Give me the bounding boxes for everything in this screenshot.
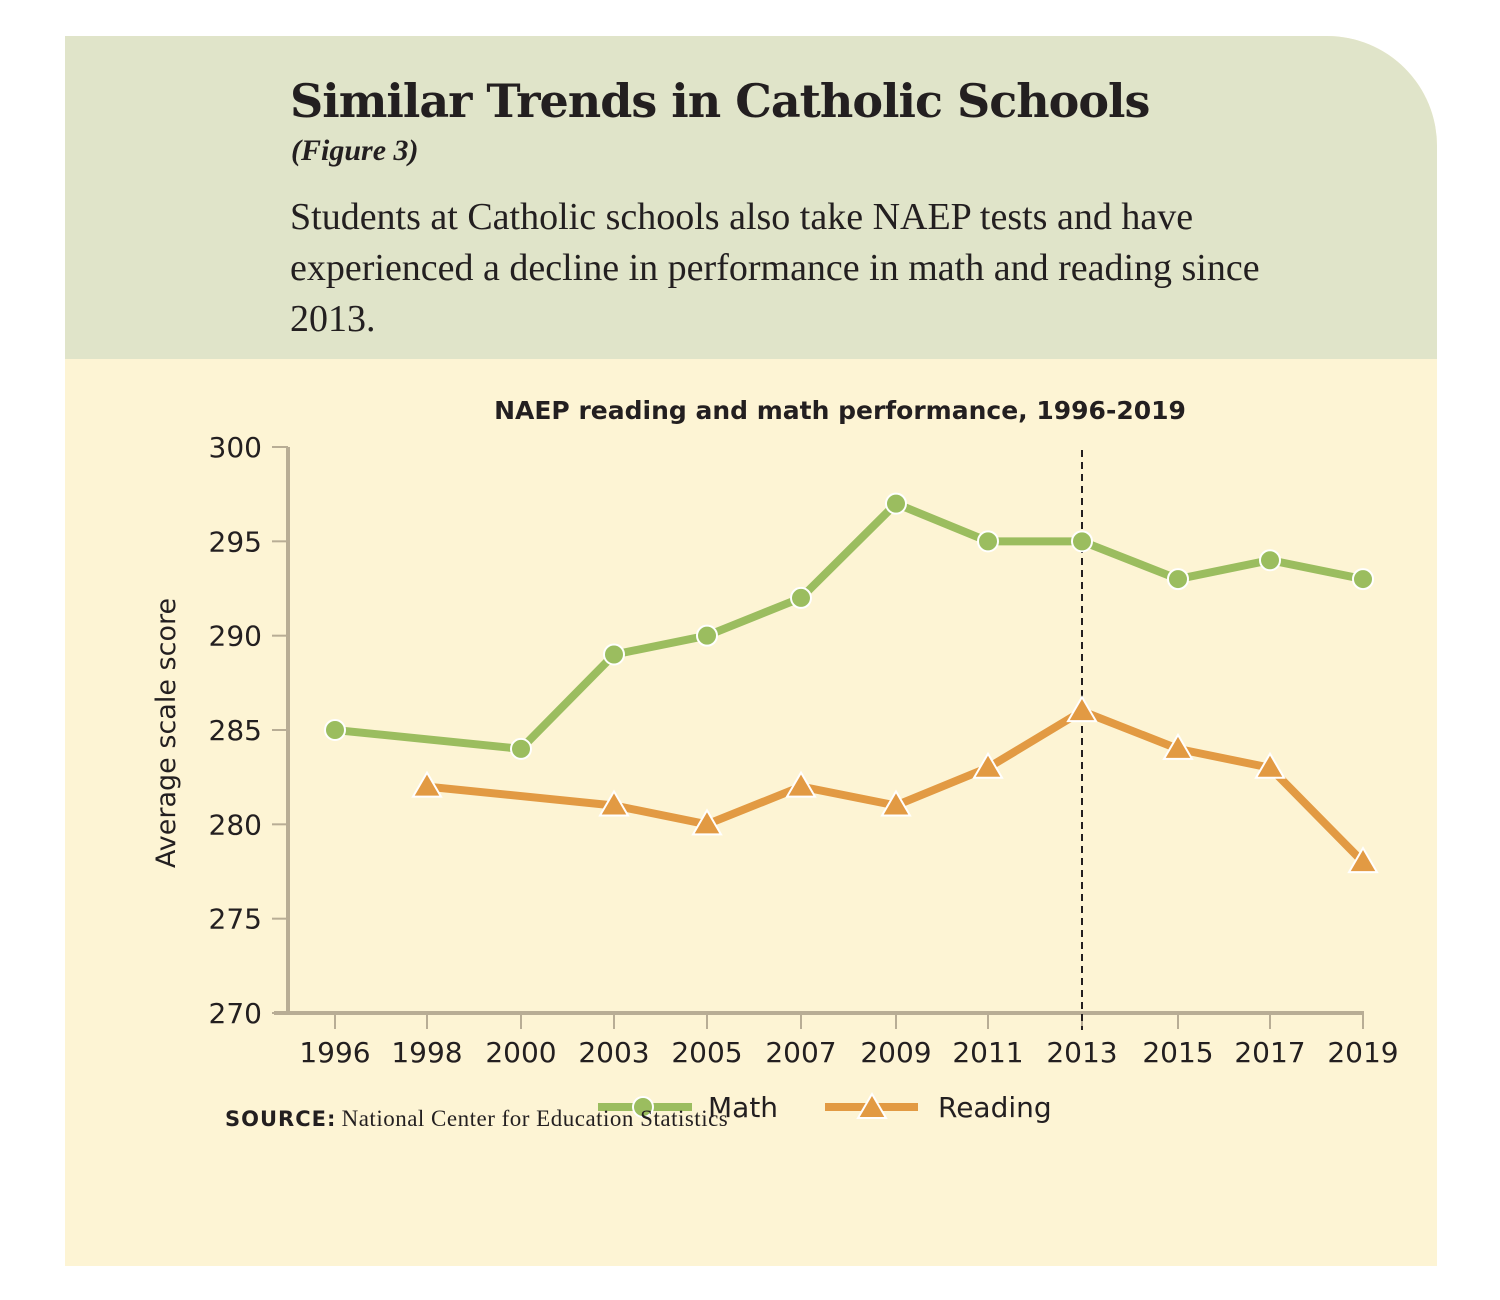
x-tick-label: 2005 xyxy=(671,1036,742,1069)
x-tick-label: 2015 xyxy=(1142,1036,1213,1069)
y-tick-label: 300 xyxy=(209,431,262,464)
figure-title: Similar Trends in Catholic Schools xyxy=(290,74,1150,128)
x-tick-label: 2009 xyxy=(860,1036,931,1069)
math-data-point xyxy=(885,492,907,515)
source-label: SOURCE: xyxy=(225,1107,337,1131)
axes: 270 275 280 285 290 295 300 1996 1998 2000 2003 200… xyxy=(209,431,1399,1069)
figure-header: Similar Trends in Catholic Schools (Figu… xyxy=(65,36,1437,359)
y-tick-label: 275 xyxy=(209,903,262,936)
figure-number: (Figure 3) xyxy=(291,134,419,167)
legend: Math Reading xyxy=(598,1091,1052,1124)
y-tick-label: 285 xyxy=(209,714,262,747)
x-tick-label: 2003 xyxy=(578,1036,649,1069)
reading-data-point xyxy=(691,808,723,836)
reading-series-line xyxy=(423,707,1367,867)
y-tick-label: 270 xyxy=(209,997,262,1030)
math-data-point xyxy=(1352,568,1374,591)
x-tick-label: 2017 xyxy=(1234,1036,1305,1069)
reading-data-point xyxy=(880,789,912,817)
legend-math-circle-icon xyxy=(632,1096,654,1118)
reading-data-point xyxy=(411,770,443,798)
reading-data-point xyxy=(1254,751,1286,779)
reading-data-point xyxy=(785,770,817,798)
y-tick-label: 295 xyxy=(209,525,262,558)
reading-data-point xyxy=(598,789,630,817)
math-data-point xyxy=(696,624,718,647)
math-series-line xyxy=(331,499,1367,753)
figure-description: Students at Catholic schools also take N… xyxy=(290,196,1260,340)
y-axis-title: Average scale score xyxy=(151,598,182,868)
reading-data-point xyxy=(1066,695,1098,723)
x-tick-label: 2000 xyxy=(485,1036,556,1069)
math-data-point xyxy=(1259,549,1281,572)
chart-title: NAEP reading and math performance, 1996-… xyxy=(494,396,1186,425)
source-text: National Center for Education Statistics xyxy=(341,1106,729,1131)
y-tick-label: 280 xyxy=(209,808,262,841)
math-data-point xyxy=(1071,530,1093,553)
reading-data-point xyxy=(1162,732,1194,760)
legend-reading-label: Reading xyxy=(938,1091,1052,1124)
x-tick-label: 2013 xyxy=(1046,1036,1117,1069)
math-data-point xyxy=(977,530,999,553)
legend-reading-triangle-icon xyxy=(856,1092,888,1119)
series-group xyxy=(324,492,1379,874)
x-tick-label: 1998 xyxy=(391,1036,462,1069)
math-data-point xyxy=(603,643,625,666)
math-data-point xyxy=(510,737,532,760)
x-tick-label: 1996 xyxy=(299,1036,370,1069)
math-data-point xyxy=(790,586,812,609)
figure-panel: Similar Trends in Catholic Schools (Figu… xyxy=(65,36,1437,1266)
legend-math-label: Math xyxy=(708,1091,778,1124)
reading-data-point xyxy=(972,751,1004,779)
x-tick-label: 2019 xyxy=(1327,1036,1398,1069)
y-tick-label: 290 xyxy=(209,620,262,653)
reading-data-point xyxy=(1347,846,1379,874)
math-data-point xyxy=(1167,568,1189,591)
x-tick-label: 2007 xyxy=(765,1036,836,1069)
x-tick-label: 2011 xyxy=(952,1036,1023,1069)
source-note: SOURCE: National Center for Education St… xyxy=(225,1106,728,1132)
math-data-point xyxy=(324,719,346,741)
